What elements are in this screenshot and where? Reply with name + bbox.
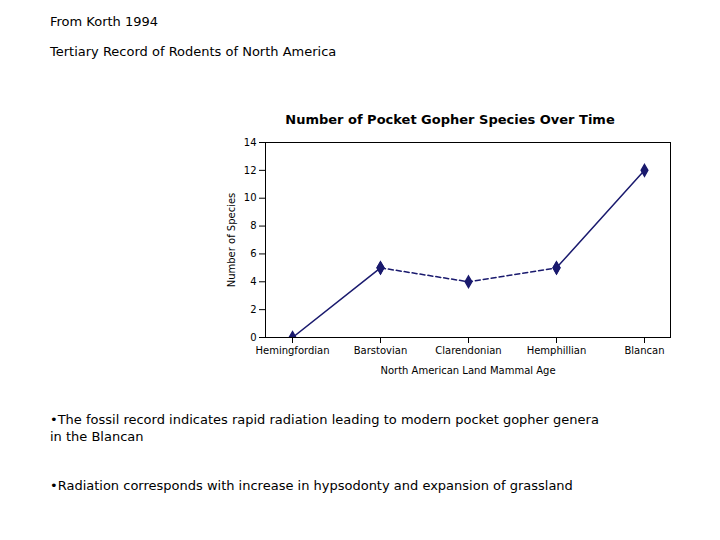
- svg-text:0: 0: [250, 332, 256, 343]
- svg-text:12: 12: [244, 165, 257, 176]
- svg-text:4: 4: [250, 276, 256, 287]
- svg-text:2: 2: [250, 304, 256, 315]
- html-text:•The fossil record indicates r: •The fossil record indicates rapid radia…: [50, 412, 599, 444]
- html-text:From Korth 1994: From Korth 1994: [50, 14, 159, 29]
- svg-text:North American Land Mammal Age: North American Land Mammal Age: [380, 365, 555, 376]
- svg-text:Clarendonian: Clarendonian: [435, 345, 501, 356]
- svg-text:Barstovian: Barstovian: [354, 345, 408, 356]
- svg-text:6: 6: [250, 248, 256, 259]
- svg-text:10: 10: [244, 192, 257, 203]
- svg-text:14: 14: [244, 137, 257, 148]
- svg-text:8: 8: [250, 220, 256, 231]
- html-text:Number of Pocket Gopher Specie: Number of Pocket Gopher Species Over Tim…: [285, 112, 615, 127]
- html-text:Tertiary Record of Rodents of: Tertiary Record of Rodents of North Amer…: [50, 44, 337, 59]
- svg-text:Blancan: Blancan: [624, 345, 664, 356]
- svg-text:Hemingfordian: Hemingfordian: [255, 345, 329, 356]
- html-text:•Radiation corresponds with in: •Radiation corresponds with increase in …: [50, 478, 573, 493]
- svg-text:Hemphillian: Hemphillian: [527, 345, 587, 356]
- svg-text:Number of Species: Number of Species: [226, 193, 237, 288]
